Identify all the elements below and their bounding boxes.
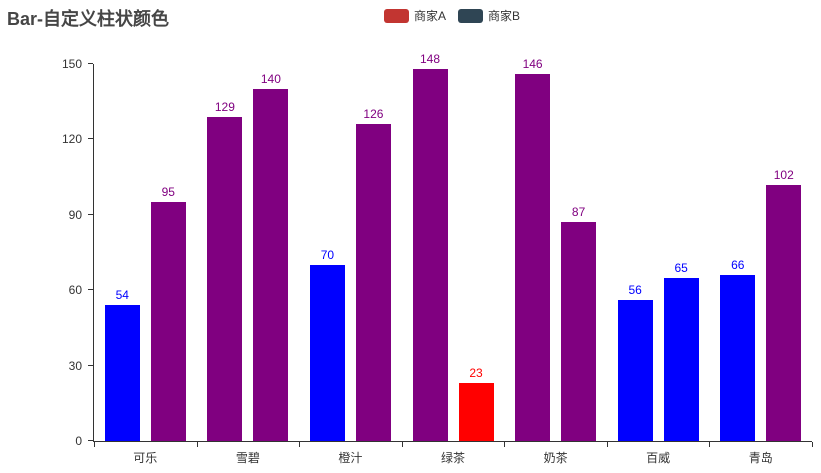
x-axis-tick [299,442,301,447]
x-axis-category-label: 青岛 [748,451,773,465]
legend-label: 商家B [488,9,521,23]
bar-商家A-橙汁[interactable]: 70 [309,248,345,441]
category-group-3: 70 126 橙汁 [299,64,402,465]
bar-value-label: 146 [522,57,543,72]
x-axis-category-label: 可乐 [133,451,158,465]
category-group-5: 146 87 奶茶 [504,57,607,465]
y-axis-tick [88,138,93,140]
x-axis-tick [401,442,403,447]
y-axis-tick-label: 120 [61,132,82,147]
y-axis-tick-label: 60 [68,283,82,298]
bar-商家B-雪碧[interactable]: 140 [253,72,289,441]
x-axis-category-label: 绿茶 [441,451,466,465]
bar-value-label: 126 [363,107,384,122]
bar-value-label: 148 [420,52,441,67]
x-axis-tick [709,442,711,447]
bar-cells: 54 95 可乐 129 140 雪碧 70 126 橙汁 148 23 绿茶 146 87 奶茶 56 65 百… [94,52,812,465]
legend-item-merchant-a[interactable]: 商家A [384,7,446,24]
category-group-7: 66 102 青岛 [709,64,812,465]
x-axis-category-label: 橙汁 [338,451,363,465]
bar-商家B-奶茶[interactable]: 87 [561,205,597,441]
legend-marker-merchant-b [458,8,484,23]
bar-value-label: 56 [628,283,642,298]
bar-商家B-可乐[interactable]: 95 [150,185,186,441]
x-axis-tick [196,442,198,447]
y-axis-tick-label: 0 [75,434,82,448]
bar-value-label: 102 [773,167,794,182]
bar-value-label: 140 [260,72,281,87]
x-axis-tick [606,442,608,447]
x-axis-category-label: 雪碧 [235,451,260,465]
category-group-1: 54 95 可乐 [94,64,197,465]
category-group-6: 56 65 百威 [607,64,710,465]
y-axis-tick [88,440,93,441]
bar-商家B-橙汁[interactable]: 126 [355,107,391,441]
bar-value-label: 54 [115,288,129,303]
bar-商家A-奶茶[interactable]: 146 [515,57,551,441]
legend-item-merchant-b[interactable]: 商家B [458,7,520,24]
legend-label: 商家A [414,9,447,23]
bar-商家B-青岛[interactable]: 102 [766,168,802,441]
bar-商家A-青岛[interactable]: 66 [720,258,756,441]
y-axis-tick-label: 90 [68,207,82,222]
bar-value-label: 66 [731,258,745,273]
bar-商家A-雪碧[interactable]: 129 [207,100,243,441]
y-axis-tick-label: 150 [61,57,82,71]
y-axis-tick-label: 30 [68,358,82,373]
bar-value-label: 65 [674,260,688,275]
category-group-4: 148 23 绿茶 [402,52,505,465]
bar-商家A-绿茶[interactable]: 148 [412,52,448,441]
chart-title: Bar-自定义柱状颜色 [7,9,170,29]
bar-value-label: 23 [469,366,483,381]
bar-商家A-百威[interactable]: 56 [617,283,653,441]
legend-marker-merchant-a [384,8,409,23]
x-axis-tick [504,442,506,447]
y-axis-tick [88,364,93,366]
x-axis-tick [94,442,95,447]
category-group-2: 129 140 雪碧 [197,64,300,465]
bar-商家B-绿茶[interactable]: 23 [458,366,494,441]
x-axis-tick [812,442,813,447]
bar-商家B-百威[interactable]: 65 [663,261,699,441]
plot-area: 54 95 可乐 129 140 雪碧 70 126 橙汁 148 23 绿茶 146 87 奶茶 56 65 百… [62,52,813,465]
bar-value-label: 87 [571,205,586,220]
x-axis-category-label: 百威 [646,451,671,465]
bar-value-label: 129 [214,99,235,114]
y-axis-tick [88,63,93,64]
x-axis-category-label: 奶茶 [543,451,568,465]
bar-value-label: 70 [320,248,335,263]
bar-value-label: 95 [161,185,175,200]
y-axis-tick [88,289,93,291]
bar-商家A-可乐[interactable]: 54 [104,288,140,441]
y-axis-tick [88,213,93,215]
legend: 商家A 商家B [384,7,520,24]
